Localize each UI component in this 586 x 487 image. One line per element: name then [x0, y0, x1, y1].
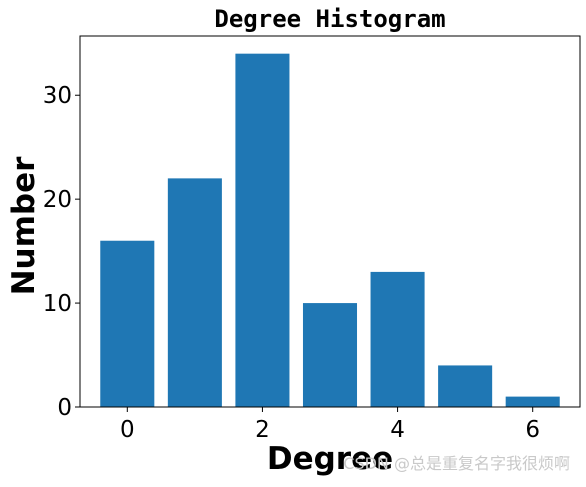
bar-degree-3	[302, 303, 358, 407]
x-tick-label-4: 4	[390, 417, 405, 443]
x-tick-label-6: 6	[525, 417, 540, 443]
x-tick-label-0: 0	[120, 417, 135, 443]
bar-degree-1	[167, 178, 222, 407]
y-tick-label-20: 20	[43, 187, 72, 213]
bar-degree-0	[100, 240, 155, 407]
bar-degree-4	[370, 271, 425, 407]
bar-degree-6	[505, 396, 560, 407]
plot-frame	[79, 35, 581, 408]
bar-degree-2	[235, 53, 290, 408]
x-axis-ticks: 0 2 4 6	[120, 407, 540, 443]
watermark: CSDN @总是重复名字我很烦啊	[343, 454, 570, 473]
y-tick-label-0: 0	[57, 395, 72, 421]
y-tick-label-30: 30	[43, 83, 72, 109]
bars-group	[100, 53, 560, 408]
y-tick-label-10: 10	[43, 291, 72, 317]
y-axis-ticks: 0 10 20 30	[43, 83, 80, 421]
y-axis-label: Number	[6, 156, 42, 296]
chart-title: Degree Histogram	[214, 5, 445, 33]
x-axis-label: Degree	[267, 441, 393, 477]
x-tick-label-2: 2	[255, 417, 270, 443]
bar-degree-5	[438, 365, 493, 407]
